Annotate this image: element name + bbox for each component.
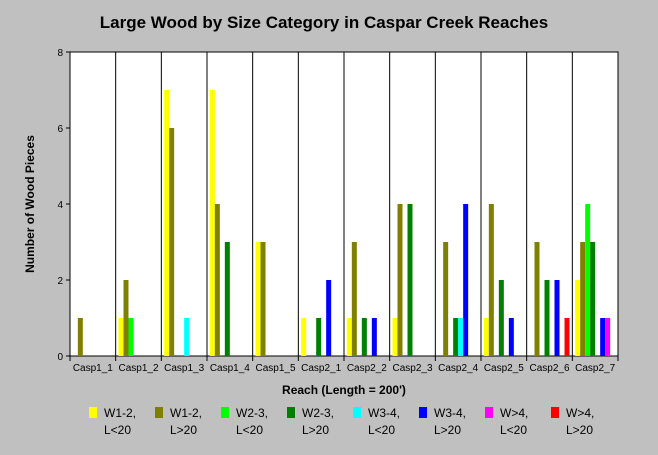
bar [554, 280, 560, 356]
legend-label: L>20 [434, 423, 461, 437]
bar [585, 204, 591, 356]
x-tick-label: Casp2_3 [392, 363, 432, 374]
x-tick-label: Casp1_5 [255, 363, 295, 374]
legend-label: W2-3, [302, 406, 334, 420]
bar [326, 280, 332, 356]
legend: W1-2, L<20 W1-2, L>20 W2-3, L<20 W2-3, L>20 W3-4… [89, 406, 594, 437]
legend-label: L<20 [500, 423, 527, 437]
x-axis: Casp1_1 Casp1_2 Casp1_3 Casp1_4 Casp1_5 Casp2… [69, 356, 619, 374]
x-tick-label: Casp2_2 [347, 363, 387, 374]
x-tick-label: Casp2_4 [438, 363, 478, 374]
grid-lines [115, 52, 573, 356]
bar [580, 242, 586, 356]
x-axis-title: Reach (Length = 200') [282, 383, 406, 397]
legend-label: W1-2, [170, 406, 202, 420]
x-tick-label: Casp1_3 [164, 363, 204, 374]
bar [209, 90, 215, 356]
y-tick-label: 4 [57, 200, 63, 211]
legend-label: L>20 [170, 423, 197, 437]
y-axis-title: Number of Wood Pieces [23, 135, 37, 273]
bar [463, 204, 469, 356]
legend-label: L<20 [236, 423, 263, 437]
bar [260, 242, 266, 356]
legend-swatch [155, 407, 163, 418]
legend-label: L<20 [104, 423, 131, 437]
bar [346, 318, 352, 356]
chart-title: Large Wood by Size Category in Caspar Cr… [100, 13, 548, 32]
bar [534, 242, 540, 356]
x-tick-label: Casp2_5 [484, 363, 524, 374]
bar [564, 318, 570, 356]
y-tick-label: 2 [57, 276, 63, 287]
legend-label: L<20 [368, 423, 395, 437]
bar [600, 318, 606, 356]
legend-swatch [419, 407, 427, 418]
y-tick-label: 6 [57, 124, 63, 135]
legend-label: L>20 [302, 423, 329, 437]
bar [118, 318, 124, 356]
bar [351, 242, 357, 356]
x-tick-label: Casp1_1 [73, 363, 113, 374]
legend-swatch [353, 407, 361, 418]
bars [77, 90, 611, 356]
bar [590, 242, 596, 356]
bar [361, 318, 367, 356]
bar [316, 318, 322, 356]
legend-label: W3-4, [434, 406, 466, 420]
bar [544, 280, 550, 356]
legend-label: W1-2, [104, 406, 136, 420]
bar [255, 242, 261, 356]
y-tick-label: 8 [57, 48, 63, 59]
bar [508, 318, 514, 356]
bar [224, 242, 230, 356]
bar [498, 280, 504, 356]
bar [443, 242, 449, 356]
y-axis: 0 2 4 6 8 [57, 48, 70, 363]
x-tick-label: Casp2_6 [529, 363, 569, 374]
bar [301, 318, 307, 356]
legend-swatch [89, 407, 97, 418]
legend-swatch [551, 407, 559, 418]
bar [128, 318, 134, 356]
bar [184, 318, 190, 356]
legend-label: W2-3, [236, 406, 268, 420]
legend-label: L>20 [566, 423, 593, 437]
bar [458, 318, 464, 356]
bar [123, 280, 129, 356]
x-tick-label: Casp2_7 [575, 363, 615, 374]
bar [169, 128, 175, 356]
legend-swatch [221, 407, 229, 418]
legend-label: W>4, [500, 406, 528, 420]
bar [392, 318, 398, 356]
bar [605, 318, 611, 356]
bar [483, 318, 489, 356]
legend-label: W>4, [566, 406, 594, 420]
legend-swatch [485, 407, 493, 418]
bar [575, 280, 581, 356]
legend-label: W3-4, [368, 406, 400, 420]
bar [488, 204, 494, 356]
x-tick-label: Casp1_4 [210, 363, 250, 374]
bar [397, 204, 403, 356]
bar [371, 318, 377, 356]
bar [77, 318, 83, 356]
bar [214, 204, 220, 356]
x-tick-label: Casp2_1 [301, 363, 341, 374]
x-tick-label: Casp1_2 [118, 363, 158, 374]
y-tick-label: 0 [57, 352, 63, 363]
bar [407, 204, 413, 356]
legend-swatch [287, 407, 295, 418]
bar [164, 90, 170, 356]
bar [453, 318, 459, 356]
